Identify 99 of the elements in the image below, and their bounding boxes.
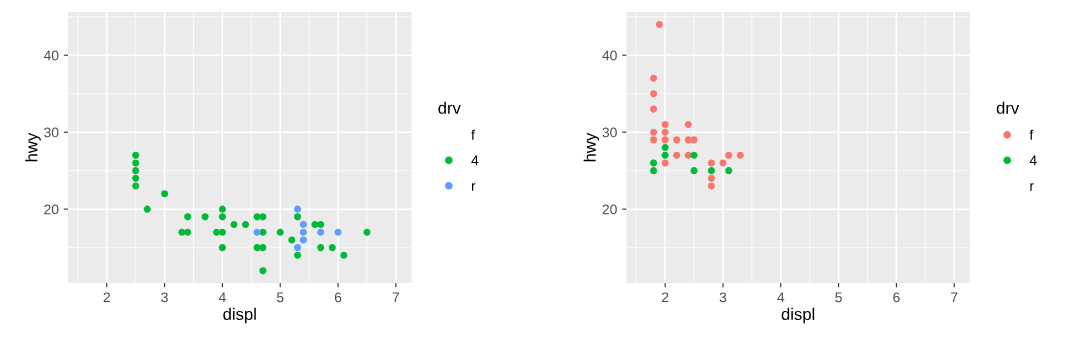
point [132,159,140,167]
point [253,228,261,236]
point [317,244,325,252]
point [736,151,744,159]
point [132,174,140,182]
legend-label: f [1029,129,1034,140]
point [707,182,715,190]
point [259,213,267,221]
point [650,136,658,144]
point [661,144,669,152]
x-tick-label: 6 [334,292,342,303]
point [707,159,715,167]
point [201,213,209,221]
point [294,205,302,213]
point [650,105,658,113]
x-tick-label: 5 [276,292,284,303]
point [213,228,221,236]
point [299,228,307,236]
y-axis-title: hwy [583,132,600,162]
point [661,128,669,136]
point [684,151,692,159]
point [294,244,302,252]
point [161,190,169,198]
point [218,244,226,252]
point [299,236,307,244]
point [259,228,267,236]
x-axis-title: displ [223,307,256,324]
x-tick-label: 5 [835,292,842,303]
point [276,228,284,236]
x-tick-label: 3 [719,292,727,303]
x-tick-label: 3 [161,292,168,303]
point [294,251,302,259]
point [650,167,658,175]
x-tick-label: 4 [218,292,226,303]
text: r [1030,183,1034,191]
point [259,244,267,252]
point [334,228,342,236]
y-axis-title: hwy [25,132,41,162]
point [218,205,226,213]
point [661,120,669,129]
point [218,228,226,236]
point [690,151,698,159]
x-tick-label: 7 [392,292,400,303]
point [707,174,715,182]
y-tick-label: 40 [602,50,617,61]
point [690,167,698,175]
point [143,205,151,213]
point [661,136,669,144]
point [253,244,261,252]
point [184,228,192,236]
point [328,244,336,252]
legend-title: drv [996,101,1020,114]
point [655,20,663,28]
point [661,159,669,167]
point [340,251,348,259]
point [218,213,226,221]
legend-label: 4 [471,155,479,166]
point [184,213,192,221]
point [317,228,325,236]
point [725,167,733,175]
point [650,128,658,136]
point [661,151,669,159]
y-tick-label: 30 [602,127,617,138]
x-tick-label: 2 [103,292,110,303]
point [673,136,681,144]
point [673,151,681,159]
point [707,167,715,175]
x-tick-label: 6 [893,292,900,303]
legend-title: drv [438,101,461,114]
text: f [471,129,475,140]
point [242,220,250,229]
x-tick-label: 7 [951,292,958,303]
y-tick-label: 20 [602,204,617,215]
x-tick-label: 2 [661,292,669,303]
point [650,90,658,98]
legend-label: r [471,183,476,191]
point [725,151,733,159]
point [132,151,140,159]
y-tick-label: 20 [44,204,59,215]
y-tick-label: 30 [44,127,59,138]
point [690,136,698,144]
legend-label: 4 [1029,155,1037,166]
point [363,228,371,236]
point [132,182,140,190]
point [317,220,325,229]
y-tick-label: 40 [43,50,59,61]
point [294,213,302,221]
point [684,136,692,144]
point [650,159,658,167]
point [132,167,140,175]
point [230,220,238,229]
point [259,267,267,275]
x-axis-title: displ [781,307,815,324]
point [684,120,692,129]
point [650,74,658,82]
point [288,236,296,244]
point [719,159,727,167]
x-tick-label: 4 [777,292,785,303]
point [299,220,307,229]
